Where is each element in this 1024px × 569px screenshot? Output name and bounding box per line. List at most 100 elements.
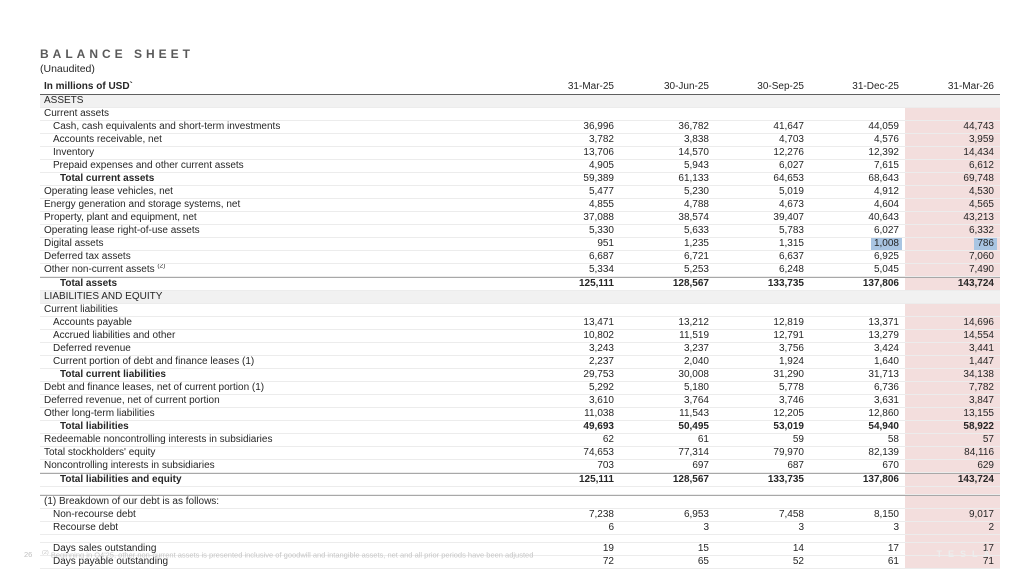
table-row: Current liabilities: [40, 304, 1000, 317]
cell-value: 65: [697, 556, 709, 567]
cell-value: 12,819: [773, 317, 804, 328]
table-row: Total current liabilities 29,753 30,008 31,…: [40, 369, 1000, 382]
cell-value: 2: [905, 522, 1000, 534]
table-row: Total liabilities and equity 125,111 128,5…: [40, 473, 1000, 487]
cell-value: [525, 535, 620, 542]
cell-value: 128,567: [672, 474, 709, 485]
cell-value: 49,693: [583, 421, 614, 432]
cell-value: 12,392: [868, 147, 899, 158]
cell-value: 3,424: [873, 343, 899, 354]
cell-value: 14,434: [905, 147, 1000, 159]
cell-value: 5,783: [778, 225, 804, 236]
cell-value: 5,633: [683, 225, 709, 236]
table-row: Other long-term liabilities 11,038 11,543 1…: [40, 408, 1000, 421]
cell-value: [525, 291, 620, 303]
row-label: Other non-current assets (2): [44, 264, 166, 275]
table-row: Total assets 125,111 128,567 133,735 137,806…: [40, 277, 1000, 291]
cell-value: 39,407: [773, 212, 804, 223]
cell-value: 4,530: [905, 186, 1000, 198]
cell-value: 128,567: [672, 278, 709, 289]
cell-value: 13,155: [905, 408, 1000, 420]
cell-value: 10,802: [583, 330, 614, 341]
cell-value: 6,953: [683, 509, 709, 520]
cell-value: 4,788: [683, 199, 709, 210]
cell-value: 43,213: [905, 212, 1000, 224]
cell-value: 72: [602, 556, 614, 567]
table-row: Recourse debt 6 3 3 3 2: [40, 522, 1000, 535]
cell-value: 5,019: [778, 186, 804, 197]
cell-value: 14,570: [678, 147, 709, 158]
row-label: Total stockholders' equity: [44, 447, 156, 458]
cell-value: 13,279: [868, 330, 899, 341]
cell-value: 3,441: [905, 343, 1000, 355]
cell-value: [620, 535, 715, 542]
cell-value: 3,959: [905, 134, 1000, 146]
row-label: [40, 487, 525, 494]
table-row: Operating lease vehicles, net 5,477 5,230 5…: [40, 186, 1000, 199]
row-label: Total liabilities and equity: [60, 474, 182, 485]
cell-value: 703: [597, 460, 614, 471]
table-row: Operating lease right-of-use assets 5,330…: [40, 225, 1000, 238]
row-label: Total current assets: [60, 173, 155, 184]
cell-value: [905, 496, 1000, 508]
column-header: 31-Mar-26: [947, 81, 994, 92]
cell-value: [810, 487, 905, 494]
row-label: ASSETS: [40, 95, 525, 107]
cell-value: 12,205: [773, 408, 804, 419]
spacer-row: [40, 487, 1000, 495]
unit-label: In millions of USD`: [44, 81, 133, 92]
cell-value: 4,565: [905, 199, 1000, 211]
cell-value: 17: [887, 543, 899, 554]
cell-value: 5,477: [588, 186, 614, 197]
cell-value: 57: [905, 434, 1000, 446]
row-label: Days payable outstanding: [53, 556, 169, 567]
cell-value: 3: [893, 522, 899, 533]
cell-value: [810, 108, 905, 120]
cell-value: [715, 291, 810, 303]
row-label: Non-recourse debt: [53, 509, 136, 520]
cell-value: 11,038: [584, 408, 614, 419]
table-row: Total stockholders' equity 74,653 77,314 79…: [40, 447, 1000, 460]
cell-value: 3,756: [778, 343, 804, 354]
row-label: Operating lease right-of-use assets: [44, 225, 200, 236]
cell-value: 125,111: [578, 278, 614, 289]
tesla-logo: TESLA: [936, 549, 996, 559]
row-label: Accounts receivable, net: [53, 134, 162, 145]
table-row: Deferred tax assets 6,687 6,721 6,637 6,925 7…: [40, 251, 1000, 264]
cell-value: 143,724: [905, 474, 1000, 486]
column-header: 30-Jun-25: [663, 81, 709, 92]
cell-value: 61: [697, 434, 709, 445]
cell-value: 13,706: [583, 147, 614, 158]
cell-value: 7,782: [905, 382, 1000, 394]
table-header-row: In millions of USD` 31-Mar-25 30-Jun-25 30…: [40, 80, 1000, 95]
cell-value: 50,495: [678, 421, 709, 432]
cell-value: 12,276: [773, 147, 804, 158]
cell-value: 7,458: [778, 509, 804, 520]
cell-value: 62: [602, 434, 614, 445]
table-row: Other non-current assets (2) 5,334 5,253 6,…: [40, 264, 1000, 277]
row-label: Inventory: [53, 147, 95, 158]
row-label: Cash, cash equivalents and short-term in…: [53, 121, 281, 132]
row-label: Redeemable noncontrolling interests in s…: [44, 434, 273, 445]
row-label: Noncontrolling interests in subsidiaries: [44, 460, 215, 471]
cell-value: 7,060: [905, 251, 1000, 263]
cell-value: 79,970: [773, 447, 804, 458]
row-label: Energy generation and storage systems, n…: [44, 199, 241, 210]
cell-value: 6,736: [873, 382, 899, 393]
cell-value: 6,637: [778, 251, 804, 262]
cell-value: 59: [792, 434, 804, 445]
table-row: Cash, cash equivalents and short-term in…: [40, 121, 1000, 134]
cell-value: [620, 291, 715, 303]
cell-value: 137,806: [862, 278, 899, 289]
row-label: Current portion of debt and finance leas…: [53, 356, 255, 367]
cell-value: 84,116: [905, 447, 1000, 459]
cell-value: 3,243: [588, 343, 614, 354]
highlighted-value: 1,008: [870, 238, 902, 250]
row-label: (1) Breakdown of our debt is as follows:: [44, 496, 220, 507]
cell-value: 14: [792, 543, 804, 554]
cell-value: 40,643: [868, 212, 899, 223]
cell-value: 3,782: [588, 134, 614, 145]
table-row: Debt and finance leases, net of current …: [40, 382, 1000, 395]
cell-value: 143,724: [905, 278, 1000, 290]
